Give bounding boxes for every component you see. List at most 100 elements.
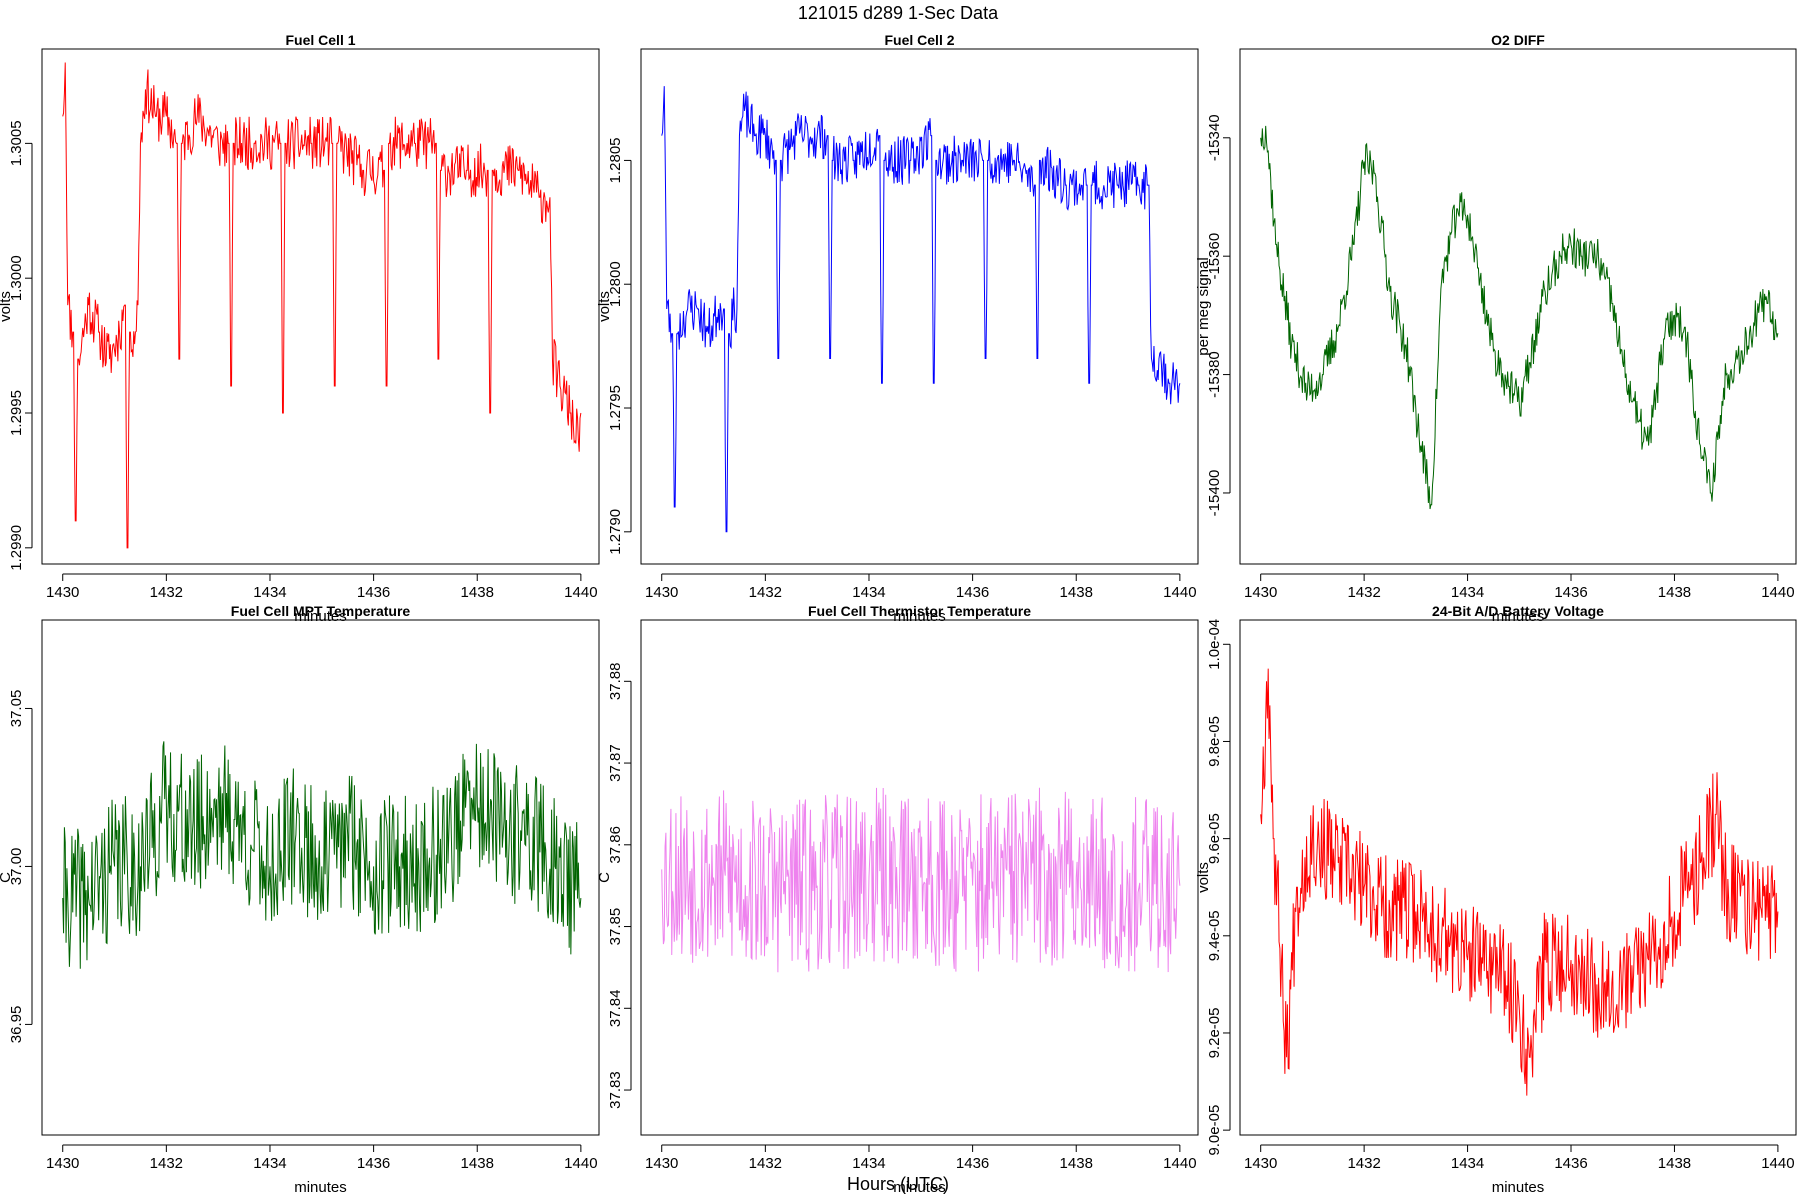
y-tick-label: 1.3005 bbox=[8, 120, 25, 166]
x-tick-label: 1432 bbox=[749, 584, 782, 601]
plot-frame bbox=[1239, 48, 1797, 565]
plot-frame bbox=[1239, 619, 1797, 1136]
series-line bbox=[62, 741, 582, 969]
y-tick-label: -15340 bbox=[1206, 114, 1223, 161]
x-tick-label: 1440 bbox=[1163, 1155, 1196, 1172]
y-tick-label: -15400 bbox=[1206, 470, 1223, 517]
x-tick-label: 1438 bbox=[461, 584, 494, 601]
y-tick-label: 9.6e-05 bbox=[1206, 813, 1223, 864]
x-tick-label: 1438 bbox=[461, 1155, 494, 1172]
y-tick-label: 37.87 bbox=[607, 744, 624, 782]
x-tick-label: 1438 bbox=[1060, 1155, 1093, 1172]
y-axis-label: volts bbox=[1195, 862, 1212, 893]
x-tick-label: 1430 bbox=[46, 1155, 79, 1172]
y-axis-label: C bbox=[0, 872, 14, 883]
plot-frame bbox=[41, 619, 600, 1136]
x-tick-label: 1434 bbox=[1451, 1155, 1484, 1172]
panel-title: 24-Bit A/D Battery Voltage bbox=[1432, 603, 1604, 619]
y-tick-label: 37.83 bbox=[607, 1071, 624, 1109]
x-tick-label: 1434 bbox=[1451, 584, 1484, 601]
x-axis-label: minutes bbox=[294, 608, 347, 625]
y-tick-label: 1.0e-04 bbox=[1206, 619, 1223, 670]
x-tick-label: 1434 bbox=[253, 1155, 286, 1172]
y-tick-label: 1.2790 bbox=[607, 509, 624, 555]
panel-2: 1430 1432 1434 1436 1438 1440 1.2790 1.2795 1.28… bbox=[596, 32, 1199, 625]
x-tick-label: 1438 bbox=[1658, 584, 1691, 601]
x-tick-label: 1430 bbox=[1244, 584, 1277, 601]
y-tick-label: 9.8e-05 bbox=[1206, 716, 1223, 767]
y-axis-label: C bbox=[596, 872, 613, 883]
y-tick-label: 36.95 bbox=[8, 1006, 25, 1044]
y-tick-label: 37.88 bbox=[607, 663, 624, 701]
series-line bbox=[661, 86, 1181, 533]
x-tick-label: 1440 bbox=[1163, 584, 1196, 601]
x-tick-label: 1434 bbox=[852, 584, 885, 601]
y-tick-label: -15360 bbox=[1206, 233, 1223, 280]
x-tick-label: 1436 bbox=[956, 1155, 989, 1172]
panel-3: 1430 1432 1434 1436 1438 1440 -15400 -15380 -153… bbox=[1195, 32, 1797, 625]
y-tick-label: 1.2995 bbox=[8, 390, 25, 436]
panel-5: 1430 1432 1434 1436 1438 1440 37.83 37.84 37.85 3… bbox=[596, 603, 1199, 1196]
x-tick-label: 1430 bbox=[1244, 1155, 1277, 1172]
y-tick-label: 1.2795 bbox=[607, 385, 624, 431]
x-tick-label: 1436 bbox=[956, 584, 989, 601]
panel-title: Fuel Cell 2 bbox=[884, 32, 954, 48]
x-tick-label: 1438 bbox=[1060, 584, 1093, 601]
x-tick-label: 1436 bbox=[357, 1155, 390, 1172]
x-tick-label: 1440 bbox=[564, 584, 597, 601]
panel-1: 1430 1432 1434 1436 1438 1440 1.2990 1.2995 1.30… bbox=[0, 32, 600, 625]
y-tick-label: 37.86 bbox=[607, 826, 624, 864]
series-line bbox=[1260, 125, 1779, 510]
panel-4: 1430 1432 1434 1436 1438 1440 36.95 37.00 37.05 F… bbox=[0, 603, 600, 1196]
x-axis-label: minutes bbox=[1492, 1179, 1545, 1196]
x-tick-label: 1436 bbox=[1554, 584, 1587, 601]
y-tick-label: 37.00 bbox=[8, 848, 25, 886]
x-tick-label: 1436 bbox=[1554, 1155, 1587, 1172]
x-tick-label: 1440 bbox=[564, 1155, 597, 1172]
y-tick-label: 1.2805 bbox=[607, 137, 624, 183]
plot-frame bbox=[41, 48, 600, 565]
y-tick-label: 1.2990 bbox=[8, 525, 25, 571]
panel-title: Fuel Cell Thermistor Temperature bbox=[808, 603, 1031, 619]
x-axis-label: minutes bbox=[294, 1179, 347, 1196]
x-axis-label: minutes bbox=[893, 1179, 946, 1196]
x-tick-label: 1430 bbox=[645, 584, 678, 601]
plot-frame bbox=[640, 619, 1199, 1136]
figure-xlabel: Hours (UTC) bbox=[847, 1174, 949, 1194]
y-axis-label: volts bbox=[0, 291, 14, 322]
plot-frame bbox=[640, 48, 1199, 565]
y-tick-label: 37.85 bbox=[607, 908, 624, 946]
series-line bbox=[661, 787, 1181, 973]
x-tick-label: 1432 bbox=[1347, 1155, 1380, 1172]
panel-title: Fuel Cell MPT Temperature bbox=[231, 603, 411, 619]
panel-title: O2 DIFF bbox=[1491, 32, 1545, 48]
y-tick-label: 9.0e-05 bbox=[1206, 1105, 1223, 1156]
x-axis-label: minutes bbox=[893, 608, 946, 625]
x-tick-label: 1430 bbox=[645, 1155, 678, 1172]
x-axis-label: minutes bbox=[1492, 608, 1545, 625]
x-tick-label: 1432 bbox=[150, 1155, 183, 1172]
panel-6: 1430 1432 1434 1436 1438 1440 9.0e-05 9.2e-05 9.… bbox=[1195, 603, 1797, 1196]
panel-title: Fuel Cell 1 bbox=[285, 32, 355, 48]
x-tick-label: 1432 bbox=[150, 584, 183, 601]
y-axis-label: per meg signal bbox=[1195, 257, 1212, 355]
x-tick-label: 1430 bbox=[46, 584, 79, 601]
x-tick-label: 1438 bbox=[1658, 1155, 1691, 1172]
y-tick-label: 1.3000 bbox=[8, 255, 25, 301]
x-tick-label: 1434 bbox=[852, 1155, 885, 1172]
x-tick-label: 1436 bbox=[357, 584, 390, 601]
y-tick-label: 37.05 bbox=[8, 690, 25, 728]
x-tick-label: 1440 bbox=[1761, 1155, 1794, 1172]
y-tick-label: -15380 bbox=[1206, 351, 1223, 398]
y-axis-label: volts bbox=[596, 291, 613, 322]
y-tick-label: 37.84 bbox=[607, 990, 624, 1028]
series-line bbox=[62, 62, 582, 549]
y-tick-label: 9.2e-05 bbox=[1206, 1008, 1223, 1059]
x-tick-label: 1440 bbox=[1761, 584, 1794, 601]
y-tick-label: 9.4e-05 bbox=[1206, 910, 1223, 961]
x-tick-label: 1432 bbox=[1347, 584, 1380, 601]
y-tick-label: 1.2800 bbox=[607, 261, 624, 307]
figure-title: 121015 d289 1-Sec Data bbox=[798, 3, 999, 23]
